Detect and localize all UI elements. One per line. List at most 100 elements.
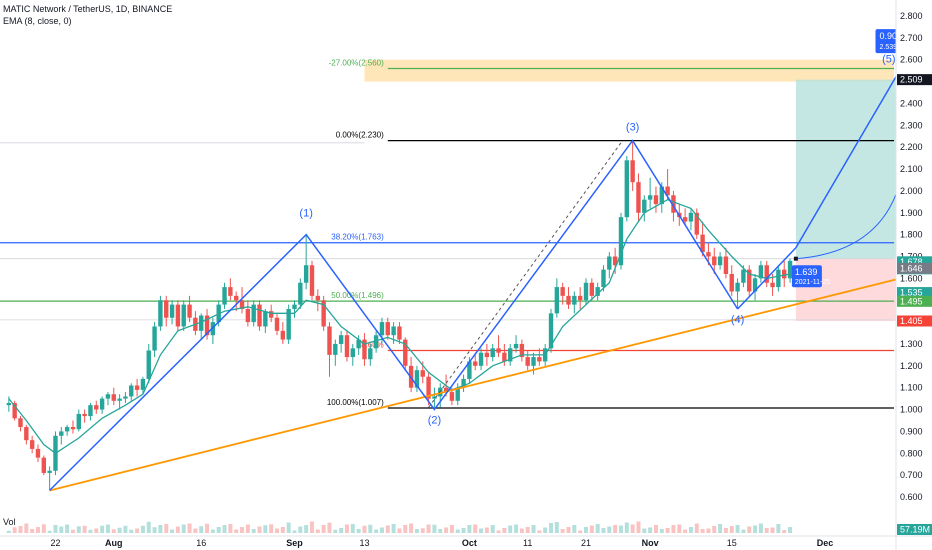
candle-body <box>770 282 775 288</box>
candle <box>717 252 723 270</box>
volume-bar <box>531 525 536 533</box>
candle <box>537 348 542 366</box>
candle <box>397 322 402 344</box>
candle <box>665 169 670 200</box>
candle-body <box>426 376 431 399</box>
candle <box>105 392 111 406</box>
fib-level-label: 50.00%(1.496) <box>331 291 384 300</box>
volume-bar <box>356 529 361 533</box>
price-tag-text: 2.509 <box>900 75 923 85</box>
price-tick-label: 0.700 <box>900 470 923 480</box>
candle-body <box>274 317 280 331</box>
candle-body <box>117 398 122 401</box>
elliott-wave-line <box>737 247 797 310</box>
candle <box>117 394 122 410</box>
current-badge <box>791 265 822 288</box>
volume-bar <box>729 526 734 533</box>
candle <box>747 265 752 296</box>
volume-bar <box>164 524 169 533</box>
volume-bar <box>344 524 349 533</box>
candle-body <box>298 282 303 305</box>
price-tick-label: 1.200 <box>900 361 923 371</box>
candle <box>251 300 256 327</box>
candle-body <box>338 335 344 344</box>
candle <box>700 221 705 257</box>
time-tick-label: 22 <box>50 538 60 548</box>
time-tick-label: 16 <box>196 538 206 548</box>
volume-bar <box>251 529 256 533</box>
candle <box>123 392 128 403</box>
price-tag-text: 1.535 <box>900 288 923 298</box>
volume-bar <box>537 530 542 533</box>
candle <box>309 260 315 301</box>
candle <box>391 322 396 344</box>
candle-body <box>764 265 769 283</box>
volume-bar <box>455 529 460 533</box>
candle <box>164 295 169 327</box>
candle <box>577 287 583 309</box>
candle <box>222 282 227 309</box>
candle-body <box>403 339 408 366</box>
candle-body <box>303 265 309 283</box>
elliott-wave-label: (2) <box>428 415 441 427</box>
candle-body <box>280 330 286 340</box>
candle <box>280 322 286 344</box>
price-tick-label: 1.600 <box>900 273 923 283</box>
candle <box>478 348 484 371</box>
candle-body <box>414 370 420 388</box>
candle-body <box>251 304 256 323</box>
candle-body <box>473 361 478 366</box>
volume-bar <box>18 526 23 533</box>
candle-body <box>164 300 169 318</box>
volume-bar <box>578 530 583 533</box>
candle <box>18 416 23 432</box>
volume-bar <box>747 526 752 533</box>
candle <box>94 400 99 414</box>
candle-body <box>234 295 239 301</box>
price-tag <box>897 315 932 327</box>
volume-bar <box>397 528 402 533</box>
price-tick-label: 0.600 <box>900 492 923 502</box>
volume-bar <box>560 529 565 533</box>
candle <box>41 455 47 476</box>
candle-body <box>642 199 647 213</box>
price-tick-label: 1.100 <box>900 383 923 393</box>
candle <box>414 365 420 393</box>
candle-body <box>496 348 501 353</box>
candle-body <box>624 160 630 218</box>
candle <box>181 300 186 331</box>
candle-body <box>362 339 367 360</box>
volume-bar <box>234 529 239 533</box>
candle-body <box>595 287 600 296</box>
volume-bar <box>642 528 647 533</box>
volume-label: Vol <box>3 517 16 527</box>
volume-bar <box>385 525 390 533</box>
candle-body <box>607 256 612 270</box>
candle <box>525 350 530 371</box>
candle <box>513 335 519 353</box>
candle <box>752 273 758 301</box>
candle-body <box>199 315 204 331</box>
time-tick-label: 13 <box>359 538 369 548</box>
time-tick-label: Aug <box>105 538 123 548</box>
time-tick-label: Dec <box>817 538 834 548</box>
candle-body <box>478 352 484 366</box>
volume-bar <box>566 527 571 533</box>
time-tick-label: 15 <box>727 538 737 548</box>
volume-bar <box>210 529 215 533</box>
volume-bar <box>543 527 548 533</box>
candle-body <box>782 269 787 279</box>
candle <box>618 212 624 270</box>
candle <box>362 333 367 366</box>
volume-bar <box>420 528 425 533</box>
volume-bar <box>275 528 280 533</box>
candle-body <box>129 385 134 397</box>
candle <box>432 387 437 410</box>
candle <box>35 444 41 463</box>
candle-body <box>239 300 245 309</box>
candle-body <box>228 287 233 296</box>
candle <box>350 343 355 366</box>
volume-bar <box>461 528 466 533</box>
volume-bar <box>269 524 274 533</box>
